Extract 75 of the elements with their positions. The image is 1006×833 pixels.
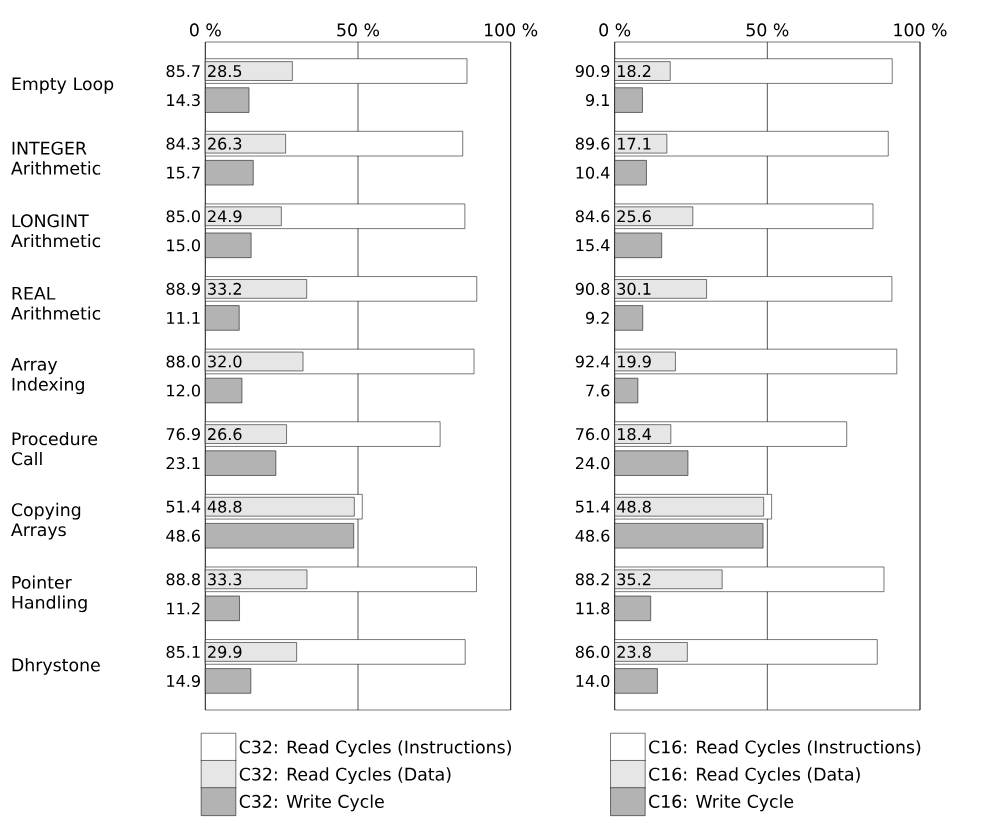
legend-label: C32: Read Cycles (Data) xyxy=(239,767,451,785)
y-tick-label: Procedure Call xyxy=(11,431,98,466)
x-tick-label: 0 % xyxy=(599,23,631,37)
data-label: 17.1 xyxy=(618,137,651,150)
data-label: 35.2 xyxy=(617,573,651,586)
data-label: 51.4 xyxy=(166,500,201,513)
data-label: 11.1 xyxy=(167,312,200,324)
data-label: 9.2 xyxy=(585,311,609,324)
data-label: 85.1 xyxy=(166,645,200,658)
data-label: 25.6 xyxy=(617,210,651,223)
data-label: 23.1 xyxy=(166,457,200,470)
data-label: 32.0 xyxy=(208,355,242,368)
y-tick-label: Pointer Handling xyxy=(12,575,87,613)
data-label: 12.0 xyxy=(167,384,200,397)
y-tick-label: Copying Arrays xyxy=(11,502,81,540)
data-label: 11.2 xyxy=(167,602,200,615)
data-label: 85.7 xyxy=(166,65,200,78)
data-label: 76.0 xyxy=(576,428,610,441)
data-label: 7.6 xyxy=(586,384,610,397)
data-label: 15.0 xyxy=(167,239,200,252)
legend-label: C16: Read Cycles (Data) xyxy=(649,767,860,785)
y-tick-label: Empty Loop xyxy=(12,77,114,94)
data-label: 33.3 xyxy=(208,573,242,586)
y-tick-label: Dhrystone xyxy=(12,658,100,675)
data-label: 23.8 xyxy=(617,645,651,658)
data-label: 51.4 xyxy=(576,500,610,513)
data-label: 88.0 xyxy=(166,355,200,368)
data-label: 9.1 xyxy=(585,94,609,107)
data-label: 86.0 xyxy=(575,645,610,658)
y-tick-label: INTEGER Arithmetic xyxy=(11,141,101,175)
data-label: 92.4 xyxy=(575,355,610,368)
data-label: 19.9 xyxy=(618,355,651,368)
data-label: 28.5 xyxy=(208,65,242,78)
data-label: 48.6 xyxy=(166,529,201,542)
legend-label: C16: Read Cycles (Instructions) xyxy=(649,740,921,757)
data-label: 24.0 xyxy=(575,457,610,470)
data-label: 84.6 xyxy=(575,210,610,223)
data-label: 14.3 xyxy=(167,94,200,107)
data-label: 48.8 xyxy=(617,500,651,513)
data-label: 26.3 xyxy=(208,137,242,150)
x-tick-label: 0 % xyxy=(189,23,221,37)
data-label: 88.2 xyxy=(575,573,609,586)
x-tick-label: 100 % xyxy=(485,23,538,37)
data-label: 29.9 xyxy=(208,645,242,658)
data-label: 88.8 xyxy=(166,573,200,586)
data-label: 76.9 xyxy=(166,428,200,441)
x-tick-label: 100 % xyxy=(894,23,947,37)
y-tick-label: REAL Arithmetic xyxy=(11,286,101,320)
data-label: 26.6 xyxy=(208,428,242,441)
data-label: 24.9 xyxy=(208,210,242,223)
data-label: 14.9 xyxy=(167,674,200,688)
data-label: 48.8 xyxy=(207,500,242,513)
data-label: 14.0 xyxy=(576,674,610,688)
data-label: 90.8 xyxy=(575,282,610,295)
data-label: 11.8 xyxy=(576,602,610,615)
data-label: 88.9 xyxy=(166,282,200,295)
data-label: 84.3 xyxy=(166,137,200,150)
data-label: 10.4 xyxy=(576,166,610,179)
legend-label: C32: Read Cycles (Instructions) xyxy=(239,740,511,757)
data-label: 90.9 xyxy=(575,65,610,78)
y-tick-label: LONGINT Arithmetic xyxy=(11,214,101,248)
data-label: 85.0 xyxy=(166,210,200,223)
data-label: 89.6 xyxy=(575,137,610,150)
data-label: 15.4 xyxy=(576,239,610,252)
data-label: 30.1 xyxy=(617,282,651,295)
legend-label: C16: Write Cycle xyxy=(649,794,794,812)
x-tick-label: 50 % xyxy=(746,23,789,37)
data-label: 15.7 xyxy=(167,166,200,179)
y-tick-label: Array Indexing xyxy=(11,357,84,395)
legend-label: C32: Write Cycle xyxy=(239,794,384,812)
data-label: 48.6 xyxy=(575,529,610,542)
data-label: 18.4 xyxy=(618,428,651,441)
data-label: 33.2 xyxy=(208,282,241,295)
x-tick-label: 50 % xyxy=(337,23,380,37)
data-label: 18.2 xyxy=(618,65,651,78)
